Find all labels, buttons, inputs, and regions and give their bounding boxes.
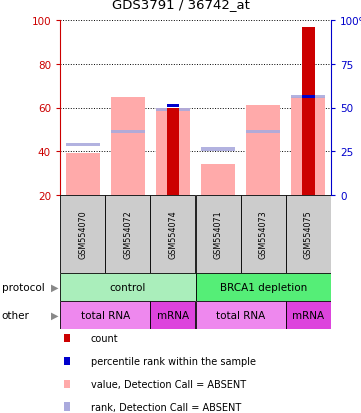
Text: GSM554073: GSM554073 bbox=[259, 210, 268, 259]
Bar bbox=[111, 97, 145, 195]
Bar bbox=[66, 154, 100, 195]
Bar bbox=[196, 273, 331, 301]
Bar bbox=[201, 165, 235, 195]
Bar bbox=[150, 195, 196, 273]
Text: control: control bbox=[109, 282, 146, 292]
Bar bbox=[156, 108, 190, 195]
Bar bbox=[246, 106, 280, 195]
Text: mRNA: mRNA bbox=[292, 310, 325, 320]
Bar bbox=[302, 28, 315, 195]
Text: GSM554070: GSM554070 bbox=[78, 210, 87, 259]
Text: GSM554072: GSM554072 bbox=[123, 210, 132, 259]
Bar bbox=[66, 144, 100, 147]
Bar bbox=[286, 195, 331, 273]
Text: mRNA: mRNA bbox=[157, 310, 189, 320]
Bar bbox=[286, 301, 331, 329]
Text: BRCA1 depletion: BRCA1 depletion bbox=[219, 282, 307, 292]
Text: GSM554071: GSM554071 bbox=[214, 210, 223, 259]
Text: GSM554075: GSM554075 bbox=[304, 210, 313, 259]
Bar bbox=[291, 96, 325, 99]
Text: rank, Detection Call = ABSENT: rank, Detection Call = ABSENT bbox=[91, 402, 241, 412]
Bar bbox=[291, 97, 325, 195]
Bar bbox=[60, 195, 105, 273]
Bar bbox=[246, 131, 280, 134]
Bar bbox=[60, 273, 196, 301]
Bar bbox=[150, 301, 196, 329]
Bar bbox=[105, 195, 150, 273]
Bar bbox=[201, 148, 235, 151]
Text: ▶: ▶ bbox=[51, 310, 58, 320]
Bar bbox=[196, 195, 241, 273]
Text: total RNA: total RNA bbox=[81, 310, 130, 320]
Bar bbox=[302, 96, 315, 99]
Bar bbox=[156, 109, 190, 112]
Bar bbox=[60, 301, 150, 329]
Bar bbox=[241, 195, 286, 273]
Text: value, Detection Call = ABSENT: value, Detection Call = ABSENT bbox=[91, 379, 246, 389]
Bar bbox=[196, 301, 286, 329]
Text: other: other bbox=[2, 310, 30, 320]
Text: total RNA: total RNA bbox=[216, 310, 265, 320]
Bar bbox=[166, 108, 179, 195]
Text: percentile rank within the sample: percentile rank within the sample bbox=[91, 356, 256, 366]
Text: ▶: ▶ bbox=[51, 282, 58, 292]
Bar bbox=[111, 131, 145, 134]
Text: GDS3791 / 36742_at: GDS3791 / 36742_at bbox=[112, 0, 249, 11]
Text: protocol: protocol bbox=[2, 282, 44, 292]
Bar bbox=[166, 104, 179, 108]
Text: count: count bbox=[91, 334, 118, 344]
Text: GSM554074: GSM554074 bbox=[169, 210, 177, 259]
